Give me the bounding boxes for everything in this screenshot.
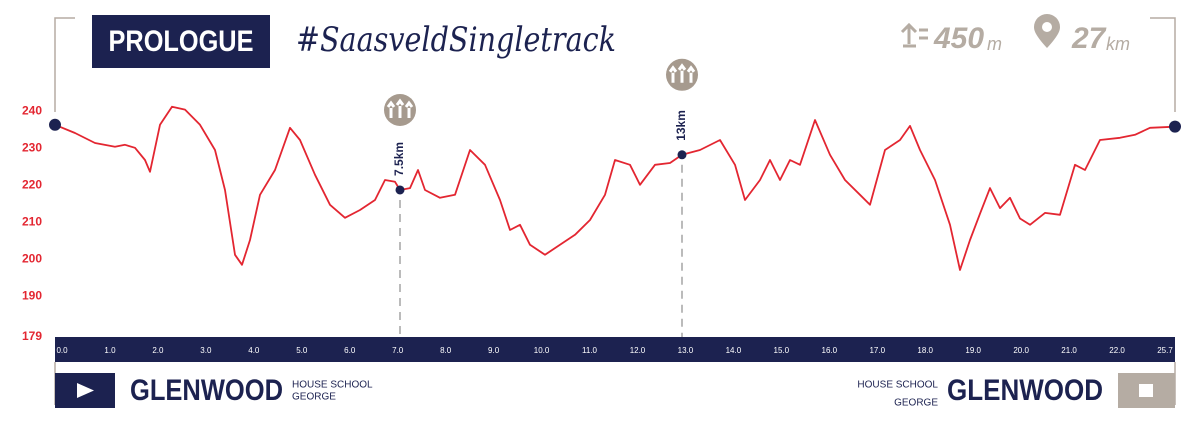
- finish-line2: GEORGE: [894, 398, 938, 409]
- stop-symbol: [1139, 384, 1153, 397]
- x-tick-label: 8.0: [440, 346, 452, 355]
- distance-icon: [1034, 14, 1060, 48]
- finish-dot: [1169, 120, 1181, 133]
- finish-line1: HOUSE SCHOOL: [857, 380, 938, 391]
- y-tick-label: 179: [22, 329, 42, 343]
- y-tick-label: 240: [22, 103, 42, 117]
- waypoint-dot: [395, 185, 405, 195]
- waypoint-icon-figures: [386, 98, 414, 118]
- waypoint-dot: [677, 150, 687, 160]
- start-dot: [49, 118, 61, 131]
- x-tick-label: 7.0: [392, 346, 404, 355]
- waypoint-label: 13km: [674, 110, 688, 141]
- x-tick-label: 2.0: [152, 346, 164, 355]
- start-line2: GEORGE: [292, 392, 336, 403]
- plot: 240 230 220 210 200 190 179 0.0 1.0 2.0 3.0 4.0 5.0 6…: [22, 58, 1181, 355]
- x-tick-label: 21.0: [1061, 346, 1077, 355]
- x-tick-label: 14.0: [726, 346, 742, 355]
- x-tick-label: 25.7: [1157, 346, 1173, 355]
- y-tick-label: 200: [22, 251, 42, 265]
- climb-value: 450: [933, 22, 984, 55]
- x-tick-label: 22.0: [1109, 346, 1125, 355]
- frame: [1150, 17, 1176, 112]
- x-tick-label: 5.0: [296, 346, 308, 355]
- y-tick-label: 220: [22, 177, 42, 191]
- elevation-line: [54, 105, 1176, 271]
- x-tick-label: 1.0: [104, 346, 116, 355]
- x-tick-label: 0.0: [56, 346, 68, 355]
- x-tick-label: 3.0: [200, 346, 212, 355]
- x-tick-label: 18.0: [917, 346, 933, 355]
- distance-axis: [55, 337, 1175, 362]
- frame: [54, 17, 75, 112]
- start-name: GLENWOOD: [130, 374, 283, 407]
- x-tick-label: 20.0: [1013, 346, 1029, 355]
- waypoint-label: 7.5km: [392, 142, 406, 176]
- x-tick-label: 15.0: [774, 346, 790, 355]
- hashtag: #SaasveldSingletrack: [296, 20, 616, 60]
- x-tick-label: 10.0: [534, 346, 550, 355]
- y-tick-label: 210: [22, 214, 42, 228]
- title-box: [92, 15, 270, 68]
- distance-unit: km: [1106, 34, 1130, 54]
- x-tick-label: 9.0: [488, 346, 500, 355]
- y-tick-label: 190: [22, 288, 42, 302]
- x-tick-label: 19.0: [965, 346, 981, 355]
- title: PROLOGUE: [109, 25, 254, 58]
- play-symbol: [77, 383, 94, 398]
- x-tick-label: 4.0: [248, 346, 260, 355]
- x-tick-label: 13.0: [678, 346, 694, 355]
- x-tick-label: 16.0: [822, 346, 838, 355]
- x-tick-label: 17.0: [869, 346, 885, 355]
- x-tick-label: 11.0: [582, 346, 598, 355]
- finish-name: GLENWOOD: [947, 374, 1103, 407]
- waypoint-icon-figures: [668, 63, 696, 83]
- start-line1: HOUSE SCHOOL: [292, 380, 373, 391]
- climb-unit: m: [987, 34, 1002, 54]
- y-tick-label: 230: [22, 140, 42, 154]
- x-tick-label: 12.0: [630, 346, 646, 355]
- x-tick-label: 6.0: [344, 346, 356, 355]
- climb-icon: [900, 22, 928, 48]
- distance-value: 27: [1071, 22, 1107, 55]
